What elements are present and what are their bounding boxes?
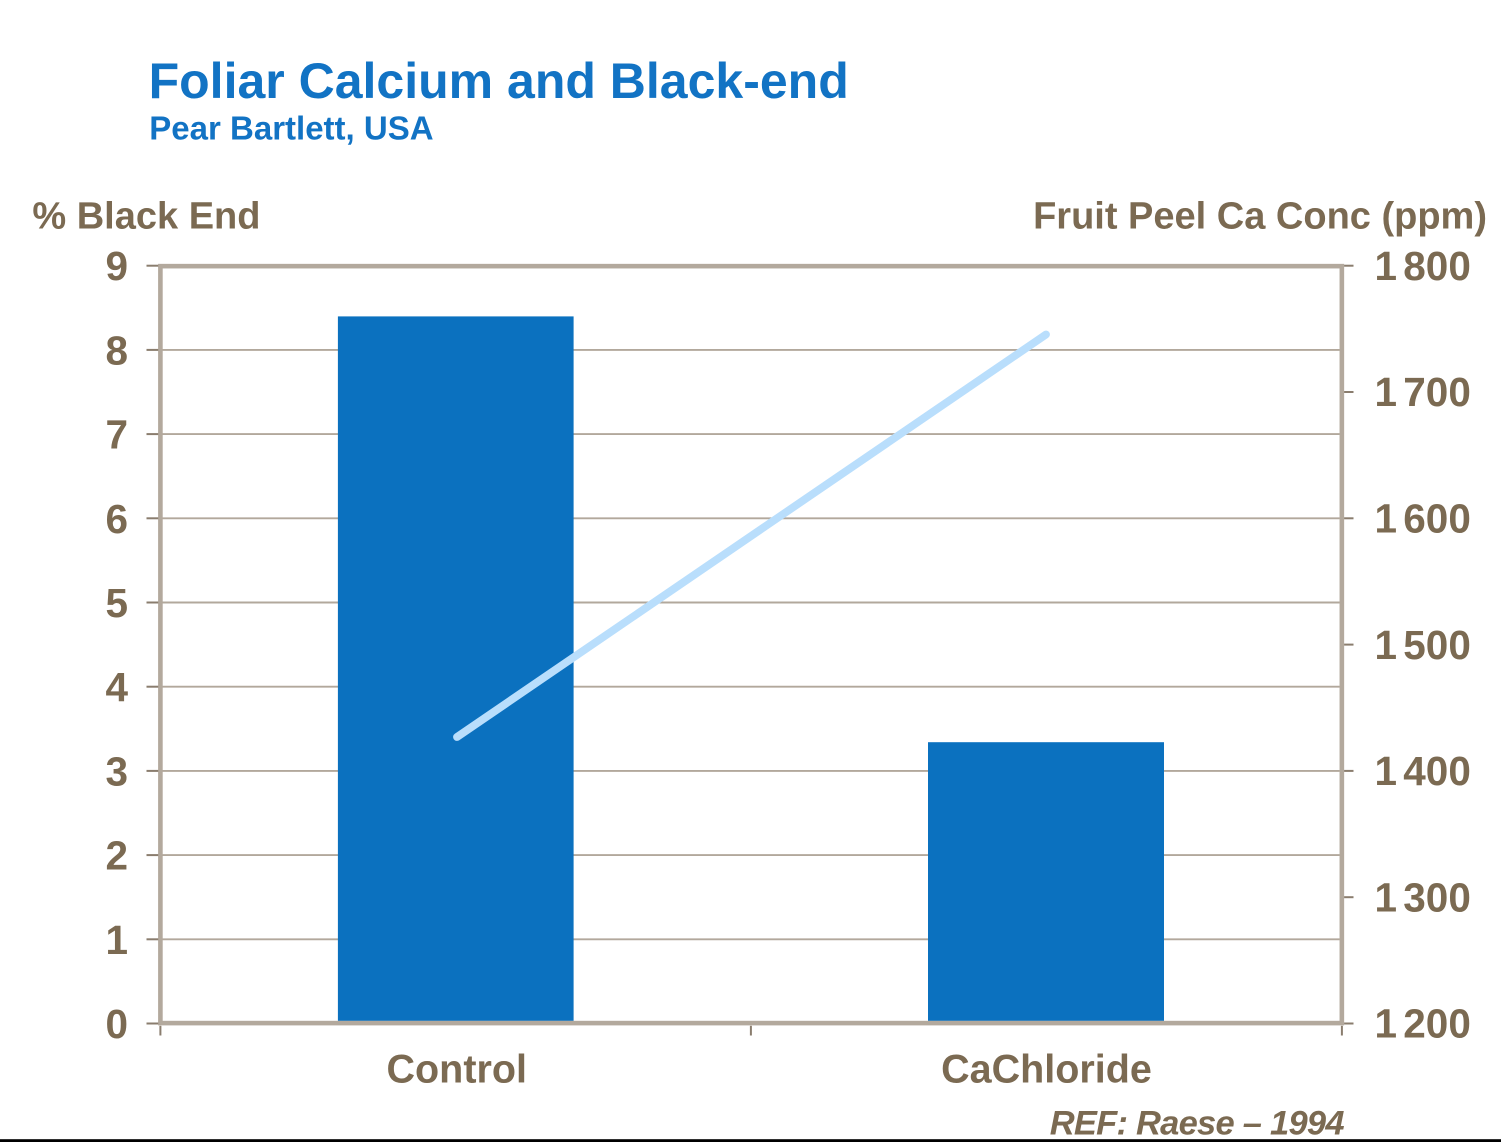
svg-text:% Black End: % Black End <box>32 196 260 238</box>
svg-text:1 400: 1 400 <box>1375 748 1471 794</box>
svg-text:8: 8 <box>105 327 128 373</box>
svg-text:Foliar Calcium and Black-end: Foliar Calcium and Black-end <box>149 53 849 109</box>
svg-text:Pear Bartlett, USA: Pear Bartlett, USA <box>149 110 433 147</box>
svg-text:Fruit Peel Ca Conc (ppm): Fruit Peel Ca Conc (ppm) <box>1033 196 1487 238</box>
svg-text:0: 0 <box>105 1001 128 1047</box>
svg-text:1 500: 1 500 <box>1375 622 1471 668</box>
svg-text:Control: Control <box>387 1048 527 1092</box>
svg-text:6: 6 <box>105 496 128 542</box>
svg-text:9: 9 <box>105 243 128 289</box>
svg-text:1: 1 <box>105 917 128 963</box>
svg-text:4: 4 <box>105 664 128 710</box>
svg-text:1 200: 1 200 <box>1375 1001 1471 1047</box>
svg-text:1 600: 1 600 <box>1375 496 1471 542</box>
svg-text:3: 3 <box>105 748 128 794</box>
svg-text:1 300: 1 300 <box>1375 874 1471 920</box>
svg-text:CaChloride: CaChloride <box>941 1048 1152 1092</box>
svg-text:5: 5 <box>105 580 128 626</box>
svg-text:REF: Raese – 1994: REF: Raese – 1994 <box>1050 1104 1345 1142</box>
svg-text:7: 7 <box>105 412 128 458</box>
svg-text:1 700: 1 700 <box>1375 369 1471 415</box>
svg-text:1 800: 1 800 <box>1375 243 1471 289</box>
svg-text:2: 2 <box>105 833 128 879</box>
